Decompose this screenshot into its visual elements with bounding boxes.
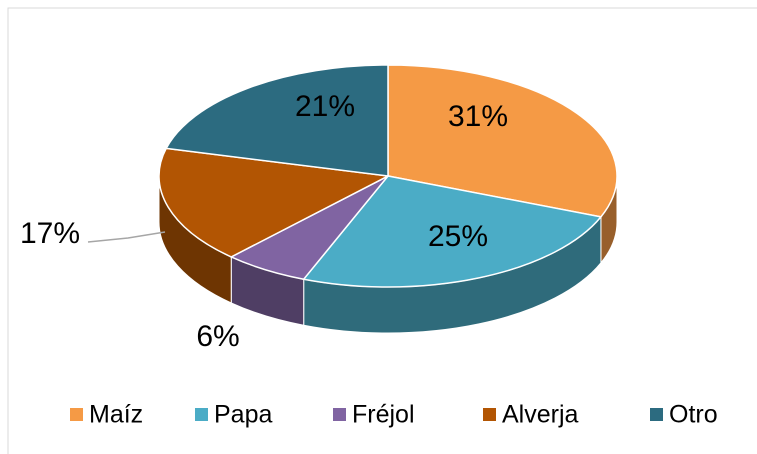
legend-label: Otro	[669, 401, 718, 429]
data-label: 25%	[428, 220, 488, 253]
legend-swatch	[70, 408, 83, 421]
data-label: 31%	[448, 100, 508, 133]
legend-label: Alverja	[502, 401, 579, 429]
data-label: 17%	[20, 217, 80, 250]
legend-swatch	[483, 408, 496, 421]
legend-swatch	[650, 408, 663, 421]
chart-border	[7, 7, 757, 454]
slice	[387, 64, 618, 218]
data-label: 21%	[295, 90, 355, 123]
legend-swatch	[195, 408, 208, 421]
slice	[158, 147, 391, 258]
legend-label: Maíz	[89, 401, 143, 429]
slice	[165, 64, 389, 177]
data-label: 6%	[196, 320, 239, 353]
legend-label: Papa	[214, 401, 272, 429]
slice	[302, 175, 603, 288]
legend-label: Fréjol	[352, 401, 415, 429]
legend-swatch	[333, 408, 346, 421]
leader-line	[87, 231, 166, 243]
